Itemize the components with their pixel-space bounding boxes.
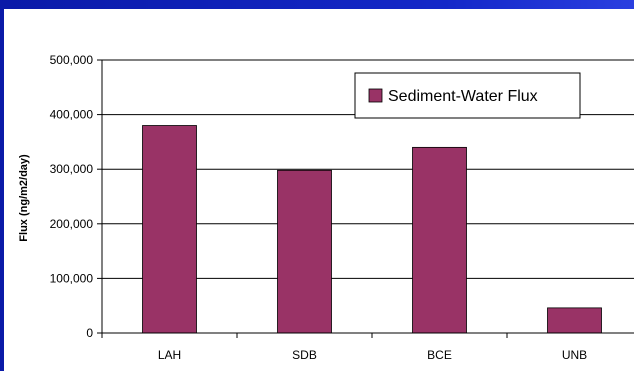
y-tick-labels: 0 100,000 200,000 300,000 400,000 500,000 (50, 53, 94, 340)
y-axis-label: Flux (ng/m2/day) (18, 154, 30, 242)
slide-frame-left-bar (0, 9, 4, 371)
x-tick-label: LAH (158, 348, 181, 362)
bar-sdb (277, 169, 332, 334)
y-tick-label: 400,000 (50, 108, 94, 122)
y-tick-label: 500,000 (50, 53, 94, 67)
x-tick-label: UNB (562, 348, 587, 362)
bar-unb (547, 307, 602, 334)
x-tick-labels: LAH SDB BCE UNB (158, 348, 587, 362)
y-tick-label: 0 (86, 326, 93, 340)
bar-bce (412, 146, 467, 334)
y-tick-label: 300,000 (50, 162, 94, 176)
legend: Sediment-Water Flux (354, 72, 581, 119)
slide-frame-top-bar (0, 0, 634, 9)
x-tick-label: SDB (292, 348, 317, 362)
bars (142, 125, 602, 334)
axes (97, 59, 634, 338)
bar-lah (142, 125, 197, 334)
y-tick-label: 100,000 (50, 271, 94, 285)
legend-swatch (368, 88, 383, 103)
legend-label: Sediment-Water Flux (388, 88, 538, 105)
legend-box (354, 72, 581, 119)
x-tick-label: BCE (427, 348, 452, 362)
y-tick-label: 200,000 (50, 217, 94, 231)
